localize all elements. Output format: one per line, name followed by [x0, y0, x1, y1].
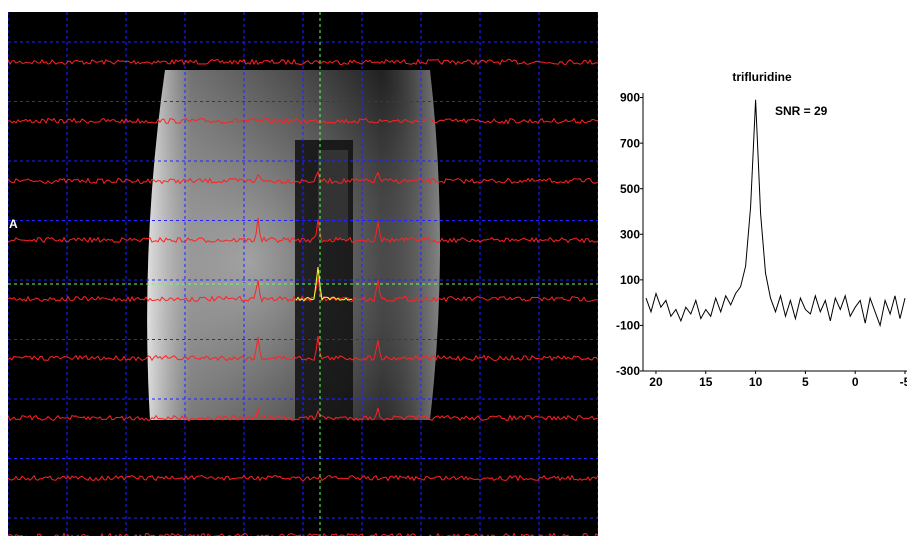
spectrum-line	[645, 99, 906, 328]
x-tick-label: -5	[900, 375, 907, 389]
y-tick-label: 500	[620, 182, 640, 196]
voxel-spectrum	[8, 474, 598, 482]
y-tick-label: 900	[620, 91, 640, 105]
voxel-spectrum	[8, 217, 598, 244]
insert-detail	[318, 150, 348, 240]
mri-panel	[8, 12, 598, 536]
y-tick-label: 700	[620, 136, 640, 150]
y-tick-label: 100	[620, 273, 640, 287]
voxel-spectrum	[8, 117, 598, 125]
voxel-spectrum	[8, 58, 598, 66]
orientation-label: A	[9, 217, 18, 231]
chart-title: trifluridine	[732, 70, 792, 84]
voxel-spectra	[8, 58, 598, 536]
x-tick-label: 20	[649, 375, 663, 389]
annotation: SNR = 29	[775, 104, 828, 118]
y-tick-label: -100	[616, 319, 640, 333]
voxel-spectrum	[8, 336, 598, 362]
voxel-spectrum	[8, 277, 598, 303]
x-tick-label: 15	[699, 375, 713, 389]
x-tick-label: 0	[852, 375, 859, 389]
x-tick-label: 5	[802, 375, 809, 389]
y-tick-label: -300	[616, 364, 640, 378]
voxel-spectrum	[8, 407, 598, 422]
y-tick-label: 300	[620, 227, 640, 241]
phantom-highlight	[147, 70, 440, 420]
spectrum-chart: trifluridine SNR = 29 900700500300100-10…	[616, 70, 907, 389]
x-tick-label: 10	[749, 375, 763, 389]
voxel-spectrum	[8, 170, 598, 185]
selected-spectrum	[295, 267, 353, 302]
voxel-grid	[8, 12, 598, 536]
